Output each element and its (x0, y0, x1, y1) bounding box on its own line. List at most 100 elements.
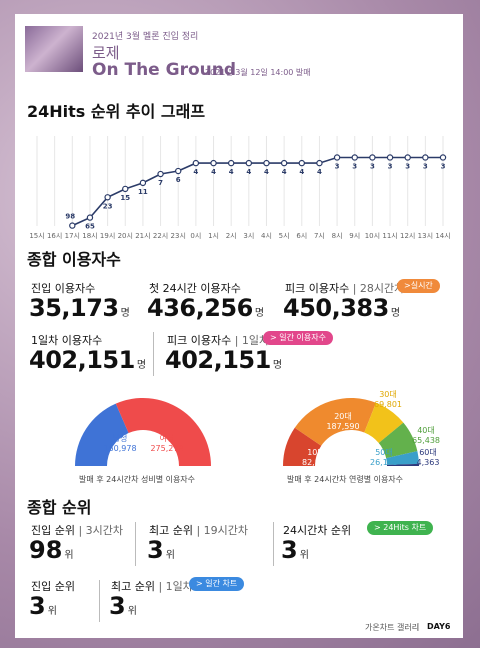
chart-section-title: 24Hits 순위 추이 그래프 (27, 102, 206, 121)
age-arc-2 (364, 402, 404, 444)
realtime-badge[interactable]: >실시간 (397, 279, 440, 293)
data-point (245, 159, 253, 167)
x-tick-label: 4시 (261, 232, 272, 240)
x-tick-label: 3시 (243, 232, 254, 240)
x-tick-label: 16시 (47, 232, 62, 240)
data-point (157, 170, 164, 178)
data-point (386, 154, 394, 161)
gender-donut-chart (75, 398, 211, 466)
data-point (316, 159, 323, 167)
x-tick-label: 10시 (365, 232, 380, 240)
data-label: 4 (246, 168, 251, 176)
data-point (298, 159, 305, 167)
data-label: 3 (352, 162, 357, 170)
x-tick-label: 20시 (118, 232, 133, 240)
x-tick-label: 7시 (314, 232, 325, 240)
song-title: On The Ground (92, 60, 237, 80)
peak-day-users-label: 피크 이용자수 | 1일차 (167, 334, 270, 347)
x-tick-label: 14시 (435, 232, 450, 240)
age-10s-label: 10대 82,889 (302, 448, 330, 467)
data-label: 3 (405, 162, 410, 170)
data-point (139, 179, 147, 187)
data-point (122, 185, 129, 193)
female-label: 여성 275,278 (150, 434, 184, 453)
entry-users-value: 35,173 명 (29, 294, 130, 322)
age-40s-label: 40대 65,438 (412, 426, 440, 445)
age-arc-3 (378, 422, 418, 459)
data-label: 4 (193, 168, 198, 176)
data-label: 4 (229, 168, 234, 176)
hits24-rank-label: 24시간차 순위 (283, 524, 352, 537)
x-tick-label: 19시 (100, 232, 115, 240)
x-tick-label: 9시 (349, 232, 360, 240)
divider (273, 522, 274, 566)
x-tick-label: 18시 (82, 232, 97, 240)
age-20s-label: 20대 187,590 (326, 412, 360, 431)
divider (99, 580, 100, 622)
entry-rank-label: 진입 순위 | 3시간차 (31, 524, 124, 537)
data-point (86, 214, 94, 221)
age-donut-chart (283, 398, 419, 466)
x-tick-label: 12시 (400, 232, 415, 240)
x-tick-label: 17시 (65, 232, 80, 240)
male-label: 남성 160,978 (103, 434, 137, 453)
series-line (71, 156, 443, 227)
x-tick-label: 21시 (135, 232, 150, 240)
first24-users-label: 첫 24시간 이용자수 (149, 282, 241, 295)
data-point (351, 154, 358, 161)
data-point (439, 154, 447, 161)
x-tick-label: 6시 (296, 232, 307, 240)
data-point (227, 159, 235, 167)
release-date: 2021년 3월 12일 14:00 발매 (205, 68, 311, 77)
entry-users-label: 진입 이용자수 (31, 282, 96, 295)
data-point (404, 154, 411, 161)
infographic-card: 2021년 3월 멜론 진입 정리 로제 On The Ground 2021년… (15, 14, 463, 638)
peak-users-label: 피크 이용자수 | 28시간차 (285, 282, 405, 295)
data-point (333, 154, 341, 161)
rank-section-title: 종합 순위 (27, 498, 92, 517)
data-label: 6 (176, 176, 181, 184)
footer-brand: DAY6 (427, 622, 451, 631)
age-50s-label: 50대 26,175 (370, 448, 398, 467)
gender-caption: 발매 후 24시간차 성비별 이용자수 (79, 475, 196, 484)
x-tick-label: 13시 (418, 232, 433, 240)
hits24-chart-badge[interactable]: > 24Hits 차트 (367, 521, 434, 535)
data-point (369, 154, 376, 161)
footer-credit: 가온차트 갤러리 (365, 623, 420, 632)
artist-photo (25, 26, 83, 72)
age-30s-label: 30대 69,801 (374, 390, 402, 409)
age-arc-0 (283, 427, 322, 466)
data-label: 4 (282, 168, 287, 176)
day1-users-label: 1일차 이용자수 (31, 334, 103, 347)
data-label: 4 (299, 168, 304, 176)
daily-chart-badge[interactable]: > 일간 차트 (189, 577, 245, 591)
age-arc-4 (386, 451, 419, 465)
footer-separator: | (417, 622, 420, 631)
age-arc-1 (294, 398, 377, 446)
divider (135, 522, 136, 566)
age-60s-label: 60대 4,363 (416, 448, 440, 467)
x-tick-label: 5시 (279, 232, 290, 240)
artist-name: 로제 (92, 44, 120, 62)
rank-line-chart: 15시 16시 17시 18시 19시 20시 21시 22시 23시 0시 1시 2시 3시 4시 5시 6… (29, 136, 451, 240)
data-point (175, 167, 182, 175)
data-label: 4 (211, 168, 216, 176)
daily-users-badge[interactable]: > 일간 이용자수 (263, 331, 333, 345)
age-caption: 발매 후 24시간차 연령별 이용자수 (287, 475, 404, 484)
data-point (210, 159, 217, 167)
data-label: 3 (370, 162, 375, 170)
data-label: 3 (388, 162, 393, 170)
data-label: 4 (317, 168, 322, 176)
age-arc-5 (386, 463, 419, 466)
x-tick-label: 11시 (382, 232, 397, 240)
x-tick-label: 0시 (190, 232, 201, 240)
data-label: 7 (158, 179, 163, 187)
entry-rank-value: 98 위 (29, 536, 74, 564)
x-tick-label: 22시 (153, 232, 168, 240)
data-point (422, 154, 429, 161)
divider (153, 332, 154, 376)
data-label: 3 (335, 162, 340, 170)
female-arc (115, 398, 211, 466)
